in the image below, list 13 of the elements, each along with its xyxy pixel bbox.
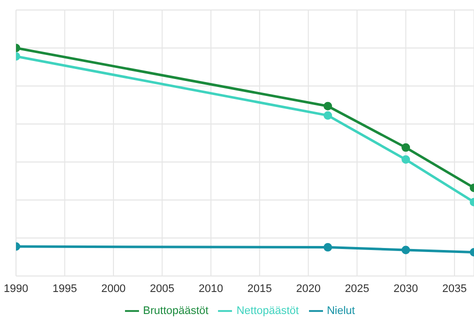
legend-label: Nettopäästöt (236, 304, 299, 317)
x-tick-label: 2010 (198, 282, 224, 295)
x-tick-label: 2005 (150, 282, 174, 295)
legend-label: Bruttopäästöt (143, 304, 208, 317)
x-tick-label: 1995 (52, 282, 77, 295)
x-tick-label: 2035 (442, 282, 467, 295)
x-tick-label: 2020 (296, 282, 321, 295)
x-tick-label: 2015 (247, 282, 272, 295)
legend-label: Nielut (326, 304, 355, 317)
x-tick-label: 2030 (394, 282, 418, 295)
x-tick-label: 1990 (4, 282, 28, 295)
x-tick-label: 2000 (101, 282, 126, 295)
x-tick-label: 2025 (344, 282, 370, 295)
